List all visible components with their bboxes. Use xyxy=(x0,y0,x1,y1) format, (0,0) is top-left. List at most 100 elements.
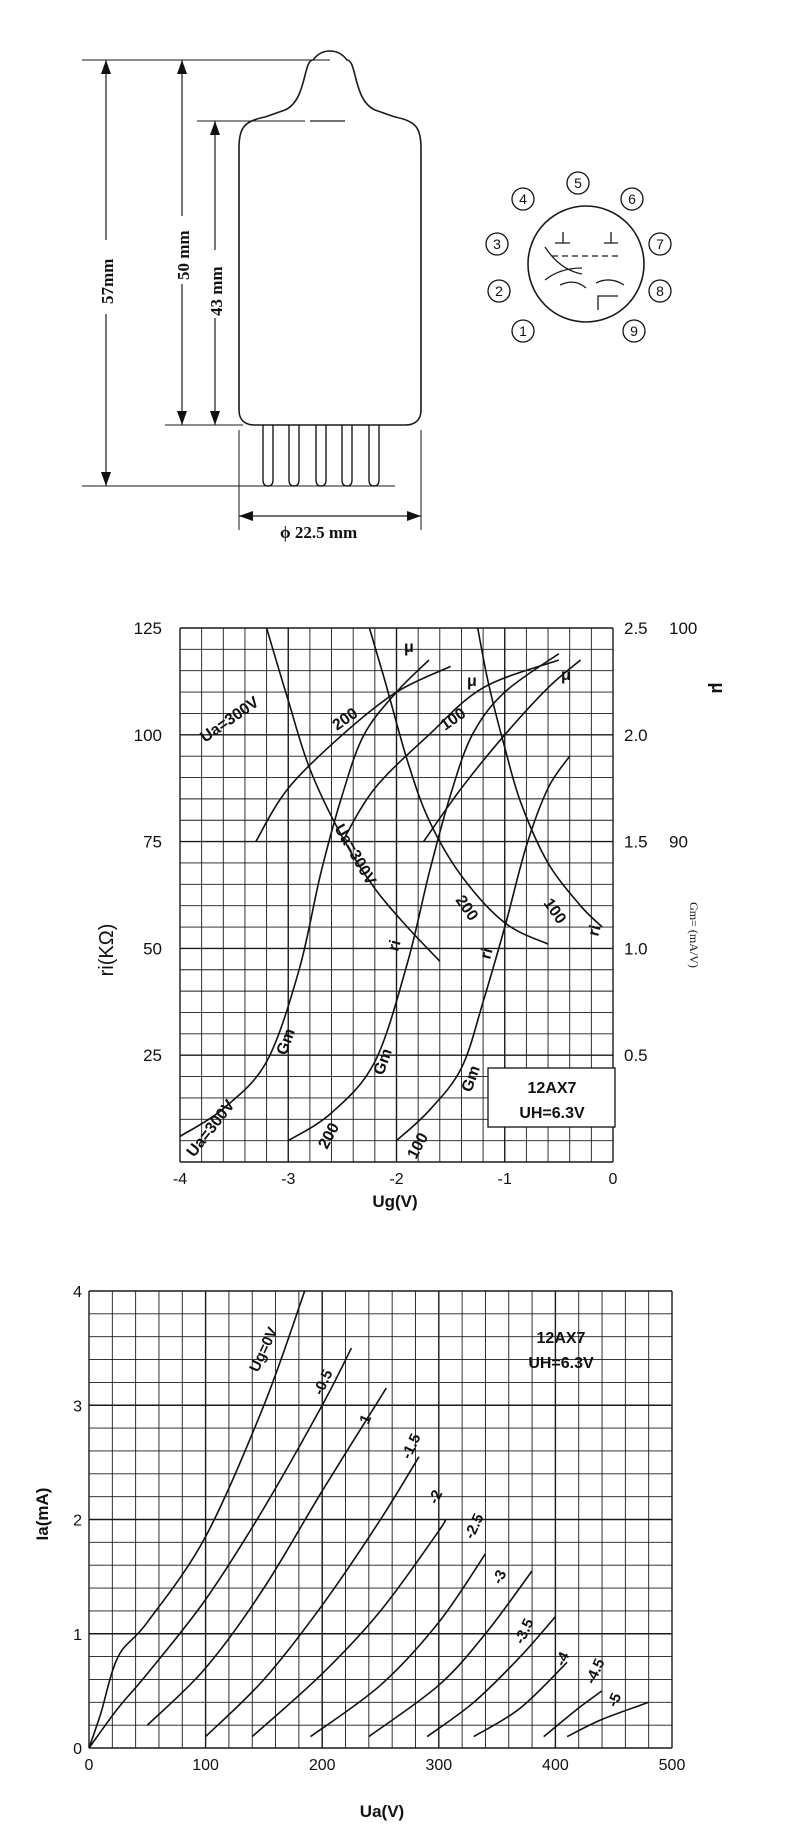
chart1-title: 12AX7 xyxy=(528,1080,577,1097)
chart2-ytick-label: 2 xyxy=(73,1513,82,1530)
dimension-extension-lines xyxy=(82,59,422,530)
chart2-curve-label-9: -4.5 xyxy=(582,1656,608,1687)
chart1-curve-annotation-8: 100 xyxy=(405,1130,433,1162)
chart1-ylabel-right-mu: μ xyxy=(708,682,728,693)
chart2-xtick-label: 200 xyxy=(309,1757,336,1774)
chart2-curve-label-10: -5 xyxy=(604,1690,625,1709)
chart2-series-line-3 xyxy=(205,1456,420,1738)
chart2-curve-label-2: 1 xyxy=(356,1412,375,1427)
chart1-curve-annotation-4: 200 xyxy=(452,893,481,925)
pin-circle-7 xyxy=(648,232,672,256)
chart1-series-line-0 xyxy=(265,627,441,962)
dimension-arrows xyxy=(101,60,421,521)
chart1-curve-annotation-10: μ xyxy=(467,673,477,690)
chart2-curve-label-0: Ug=0V xyxy=(246,1325,281,1375)
pin-circle-9 xyxy=(622,319,646,343)
chart1-xtick-label: -1 xyxy=(498,1171,512,1188)
chart1-ri-tick-label: 100 xyxy=(134,726,162,745)
dim-envelope-label: 43 mm xyxy=(207,266,226,316)
chart1-ylabel-right-gm: Gm= (mA/V) xyxy=(687,902,701,968)
chart-plate-characteristics: 0 100 200 300 400 500 0 1 2 3 4 Ug=0V -0.5 1 -1.5 -2 -2… xyxy=(33,1284,685,1821)
chart1-xtick-label: -2 xyxy=(389,1171,403,1188)
chart2-series-line-10 xyxy=(566,1701,649,1738)
pin-circle-2 xyxy=(487,279,511,303)
chart1-xlabel: Ug(V) xyxy=(372,1192,417,1211)
pin-circle-5 xyxy=(566,171,590,195)
dim-body-label: 50 mm xyxy=(174,230,193,280)
chart2-curve-label-4: -2 xyxy=(425,1487,446,1506)
chart1-ylabel-left: ri(KΩ) xyxy=(96,924,118,977)
chart2-series-line-4 xyxy=(251,1519,447,1738)
chart1-series-line-8 xyxy=(422,659,582,843)
chart1-series-line-1 xyxy=(368,627,549,945)
chart1-curve-annotation-3: Ua=300V xyxy=(331,822,379,889)
chart1-mu-tick-label: 90 xyxy=(669,833,688,852)
chart2-curve-label-6: -3 xyxy=(489,1567,510,1586)
chart2-ytick-label: 0 xyxy=(73,1741,82,1758)
pin-label-9: 9 xyxy=(630,323,638,339)
tube-outline-drawing: 57mm 50 mm 43 mm ϕ 22.5 mm xyxy=(82,50,422,542)
electrode-symbols xyxy=(544,232,625,310)
pin-circle-8 xyxy=(648,279,672,303)
chart1-gm-tick-label: 2.0 xyxy=(624,726,648,745)
chart1-curve-annotation-13: ri xyxy=(477,946,496,961)
chart1-curve-annotation-15: Gm xyxy=(274,1026,299,1057)
chart1-gm-tick-label: 1.0 xyxy=(624,939,648,958)
chart2-ylabel: Ia(mA) xyxy=(33,1488,52,1541)
chart2-ytick-label: 4 xyxy=(73,1284,82,1301)
pin-circle-4 xyxy=(511,187,535,211)
chart1-curve-annotation-14: ri xyxy=(585,923,604,938)
pin-label-6: 6 xyxy=(628,191,636,207)
pin-label-3: 3 xyxy=(493,236,501,252)
chart2-note: UH=6.3V xyxy=(528,1355,594,1372)
chart2-series-line-0 xyxy=(88,1290,306,1749)
chart1-curve-annotation-17: Gm xyxy=(459,1063,484,1094)
chart1-mu-tick-label: 100 xyxy=(669,619,697,638)
chart2-curve-label-1: -0.5 xyxy=(310,1367,336,1398)
tube-envelope xyxy=(238,50,422,426)
dim-diameter-label: ϕ 22.5 mm xyxy=(280,523,357,542)
chart1-series-line-2 xyxy=(476,627,603,928)
pin-label-4: 4 xyxy=(519,191,527,207)
chart1-gm-tick-label: 0.5 xyxy=(624,1046,648,1065)
chart2-xlabel: Ua(V) xyxy=(360,1802,404,1821)
pin-label-7: 7 xyxy=(656,236,664,252)
chart1-gm-tick-label: 1.5 xyxy=(624,833,648,852)
chart-transfer-characteristics: -4 -3 -2 -1 0 125 100 75 50 25 2.5 2.0 1.5 1.0 0.5 100 9… xyxy=(96,619,728,1211)
chart1-ri-tick-label: 75 xyxy=(143,833,162,852)
chart1-xtick-label: -4 xyxy=(173,1171,187,1188)
chart2-title: 12AX7 xyxy=(537,1330,586,1347)
base-pinout-diagram: 1 2 3 4 5 6 7 8 9 xyxy=(485,171,672,343)
chart2-xtick-label: 400 xyxy=(542,1757,569,1774)
pin-label-2: 2 xyxy=(495,283,503,299)
chart1-ri-tick-label: 125 xyxy=(134,619,162,638)
chart1-ri-tick-label: 50 xyxy=(143,939,162,958)
chart2-series-line-2 xyxy=(146,1387,387,1726)
chart2-series-line-9 xyxy=(543,1690,603,1738)
chart1-series-line-3 xyxy=(179,659,430,1138)
pin-circle-1 xyxy=(511,319,535,343)
pin-label-5: 5 xyxy=(574,175,582,191)
chart1-gm-tick-label: 2.5 xyxy=(624,619,648,638)
chart2-series-line-7 xyxy=(426,1616,557,1738)
chart2-series-line-6 xyxy=(368,1570,533,1738)
chart1-series-line-4 xyxy=(287,652,560,1142)
chart2-curve-label-5: -2.5 xyxy=(461,1511,487,1542)
dim-total-label: 57mm xyxy=(98,259,117,304)
base-circle xyxy=(527,205,645,323)
chart2-curve-label-3: -1.5 xyxy=(398,1431,424,1462)
chart1-xtick-label: 0 xyxy=(609,1171,618,1188)
chart2-ytick-label: 1 xyxy=(73,1627,82,1644)
chart1-series-line-5 xyxy=(395,755,571,1142)
chart1-curve-annotation-7: 200 xyxy=(316,1120,344,1152)
chart2-series-line-8 xyxy=(473,1661,568,1738)
chart1-curve-annotation-1: 200 xyxy=(330,705,362,734)
chart1-note: UH=6.3V xyxy=(519,1105,585,1122)
chart2-xtick-label: 0 xyxy=(85,1757,94,1774)
chart1-curve-annotation-0: Ua=300V xyxy=(198,694,263,747)
chart1-curve-annotation-11: μ xyxy=(561,667,571,684)
chart2-xtick-label: 100 xyxy=(192,1757,219,1774)
chart1-curve-annotation-9: μ xyxy=(404,639,414,656)
chart2-xtick-label: 500 xyxy=(659,1757,686,1774)
